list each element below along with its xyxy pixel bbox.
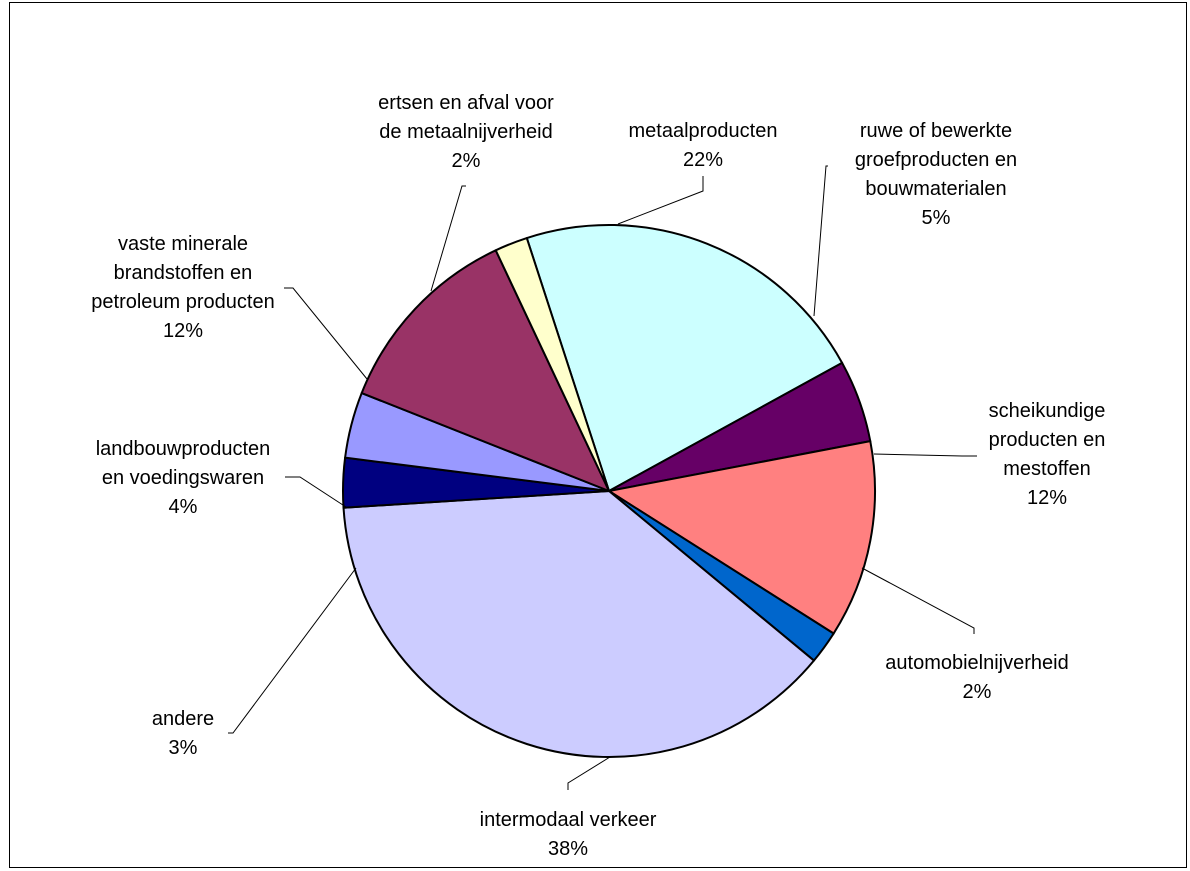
slice-label-line: bouwmaterialen [865, 178, 1006, 200]
leader-line-ertsen-en-afval-voor-de-metaalnijverheid [430, 185, 466, 292]
slice-label-line: vaste minerale [118, 233, 248, 255]
slice-percent-label: 12% [163, 320, 203, 342]
slice-label-scheikundige-producten-en-mestoffen: scheikundige producten en mestoffen 12% [989, 400, 1106, 509]
slice-label-line: andere [152, 708, 214, 730]
slice-label-line: petroleum producten [91, 291, 274, 313]
slice-label-line: producten en [989, 429, 1106, 451]
slice-label-ruwe-of-bewerkte-groefproducten-en-bouwmaterialen: ruwe of bewerkte groefproducten en bouwmat… [855, 120, 1017, 229]
slice-label-line: ertsen en afval voor [378, 92, 554, 114]
leader-lines [228, 165, 977, 790]
slice-percent-label: 2% [963, 681, 992, 703]
slice-labels: metaalproducten 22% ruwe of bewerkte groefp… [91, 92, 1105, 860]
leader-line-metaalproducten [617, 176, 704, 225]
leader-line-ruwe-of-bewerkte-groefproducten-en-bouwmaterialen [813, 165, 828, 317]
leader-line-intermodaal-verkeer [567, 756, 611, 790]
slice-label-line: groefproducten en [855, 149, 1017, 171]
pie-slice-intermodaal-verkeer [342, 490, 815, 758]
slice-percent-label: 3% [169, 737, 198, 759]
slice-label-metaalproducten: metaalproducten 22% [629, 120, 778, 171]
pie-slice-vaste-minerale-brandstoffen-en-petroleum-producten [360, 249, 610, 492]
slice-label-line: mestoffen [1003, 458, 1090, 480]
slice-label-intermodaal-verkeer: intermodaal verkeer 38% [480, 809, 657, 860]
slice-percent-label: 2% [452, 150, 481, 172]
slice-label-line: en voedingswaren [102, 467, 264, 489]
slice-label-line: intermodaal verkeer [480, 809, 657, 831]
slice-label-automobielnijverheid: automobielnijverheid 2% [885, 652, 1068, 703]
slice-percent-label: 22% [683, 149, 723, 171]
slice-label-line: brandstoffen en [114, 262, 253, 284]
leader-line-landbouwproducten-en-voedingswaren [285, 476, 347, 508]
leader-line-scheikundige-producten-en-mestoffen [873, 453, 977, 457]
pie-slices [342, 224, 876, 758]
leader-line-automobielnijverheid [861, 567, 975, 634]
slice-percent-label: 4% [169, 496, 198, 518]
slice-label-line: ruwe of bewerkte [860, 120, 1012, 142]
leader-line-vaste-minerale-brandstoffen-en-petroleum-producten [284, 287, 368, 380]
slice-label-landbouwproducten-en-voedingswaren: landbouwproducten en voedingswaren 4% [96, 438, 271, 518]
slice-label-line: landbouwproducten [96, 438, 271, 460]
slice-label-ertsen-en-afval-voor-de-metaalnijverheid: ertsen en afval voor de metaalnijverheid 2… [378, 92, 554, 172]
slice-percent-label: 5% [922, 207, 951, 229]
leader-line-andere [228, 567, 357, 734]
slice-percent-label: 38% [548, 838, 588, 860]
pie-slice-metaalproducten [525, 224, 844, 492]
slice-label-line: scheikundige [989, 400, 1106, 422]
slice-label-vaste-minerale-brandstoffen-en-petroleum-producten: vaste minerale brandstoffen en petroleum p… [91, 233, 274, 342]
slice-percent-label: 12% [1027, 487, 1067, 509]
slice-label-andere: andere 3% [152, 708, 214, 759]
pie-slice-scheikundige-producten-en-mestoffen [608, 440, 876, 635]
slice-label-line: automobielnijverheid [885, 652, 1068, 674]
pie-slice-ertsen-en-afval-voor-de-metaalnijverheid [494, 237, 610, 492]
slice-label-line: de metaalnijverheid [379, 121, 552, 143]
slice-label-line: metaalproducten [629, 120, 778, 142]
